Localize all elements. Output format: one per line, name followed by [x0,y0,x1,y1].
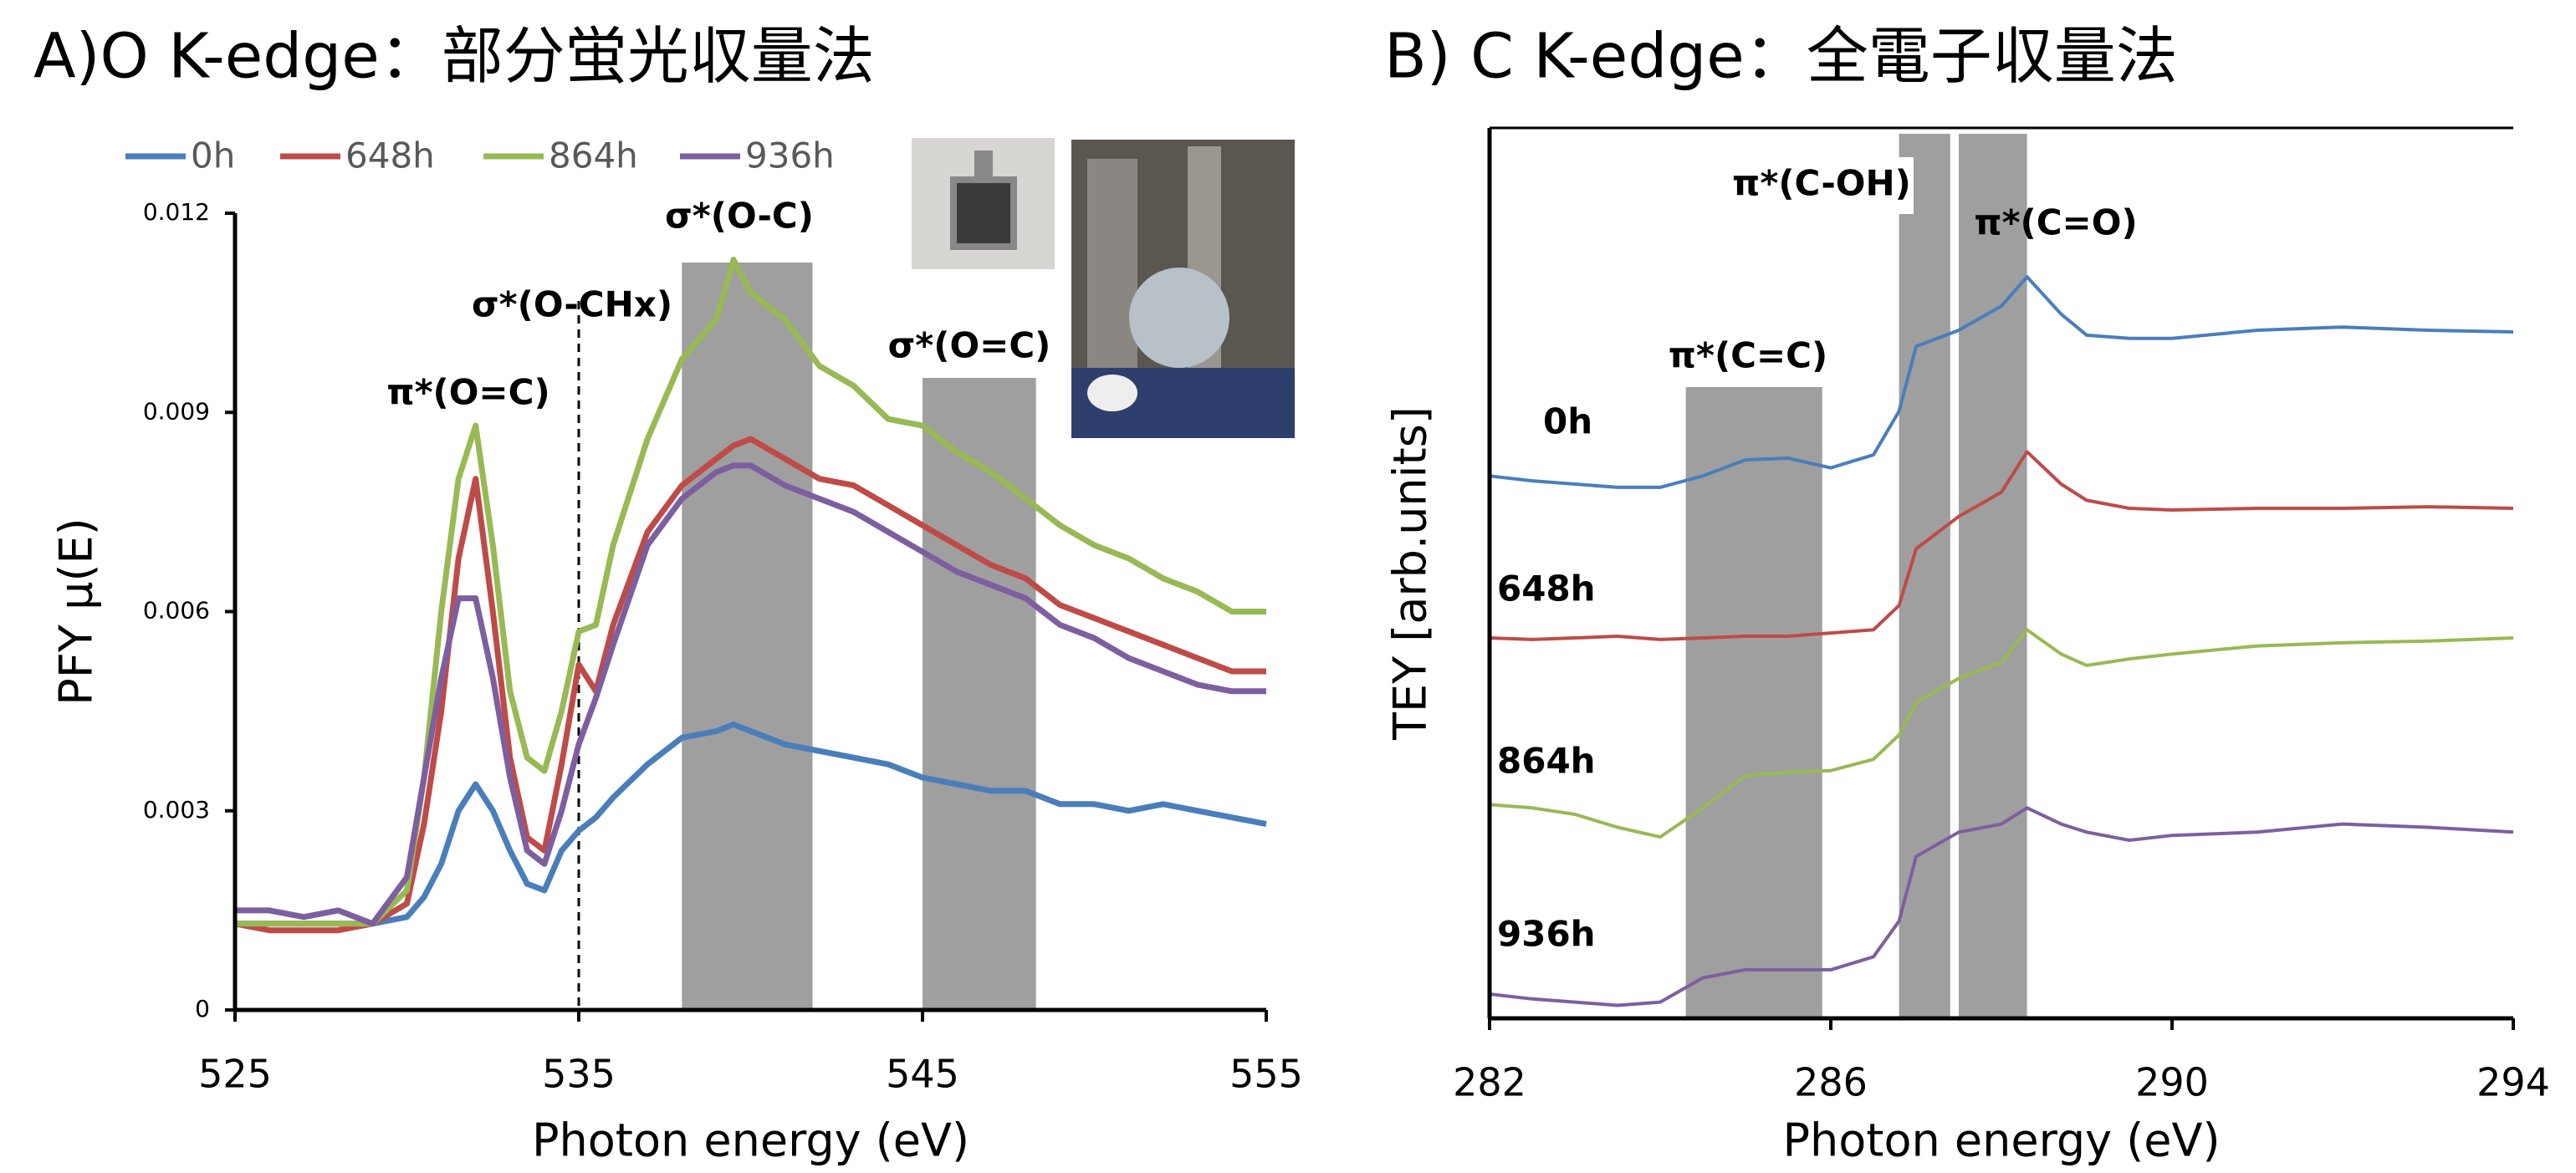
legend-label: 936h [745,135,835,176]
x-tick-label: 282 [1453,1060,1526,1105]
series-label: 0h [1543,401,1592,442]
annotation: π*(C=C) [1669,335,1827,376]
series-label: 936h [1497,914,1596,955]
shaded-band [1959,134,2027,1018]
legend-label: 648h [345,135,435,176]
annotation: π*(C=O) [1974,202,2137,243]
series-label: 864h [1497,741,1596,782]
y-tick-label: 0.012 [143,198,210,226]
legend-label: 0h [191,135,235,176]
x-tick-label: 286 [1794,1060,1868,1105]
x-axis-title: Photon energy (eV) [532,1114,969,1167]
shaded-band [923,378,1036,1010]
shaded-band [1686,387,1822,1018]
annotation: σ*(O=C) [888,325,1051,366]
x-tick-label: 535 [542,1052,616,1097]
y-tick-label: 0.006 [143,597,210,625]
x-tick-label: 545 [886,1052,959,1097]
series-label: 648h [1497,569,1596,609]
x-axis-title: Photon energy (eV) [1782,1114,2220,1167]
annotation: π*(C-OH) [1732,163,1911,204]
shaded-band [682,263,812,1010]
panel-title: A)O K-edge：部分蛍光収量法 [33,21,875,93]
legend-label: 864h [549,135,638,176]
y-tick-label: 0.009 [143,397,210,425]
x-tick-label: 555 [1229,1052,1303,1097]
y-tick-label: 0.003 [143,796,210,824]
y-tick-label: 0 [195,995,210,1023]
inset-photo-sample [912,138,1055,269]
x-tick-label: 294 [2476,1060,2550,1105]
x-tick-label: 525 [198,1052,272,1097]
panel-title: B) C K-edge：全電子収量法 [1384,21,2178,93]
annotation: σ*(O-C) [665,196,814,237]
y-axis-title: PFY μ(E) [50,518,103,705]
figure: A)O K-edge：部分蛍光収量法 525 535 545 555 0 0.003 0.00… [0,0,2576,1173]
annotation: σ*(O-CHx) [472,284,672,325]
x-tick-label: 290 [2135,1060,2209,1105]
annotation: π*(O=C) [386,372,549,413]
y-axis-title: TEY [arb.units] [1384,406,1437,741]
inset-photo-apparatus [1071,140,1295,438]
